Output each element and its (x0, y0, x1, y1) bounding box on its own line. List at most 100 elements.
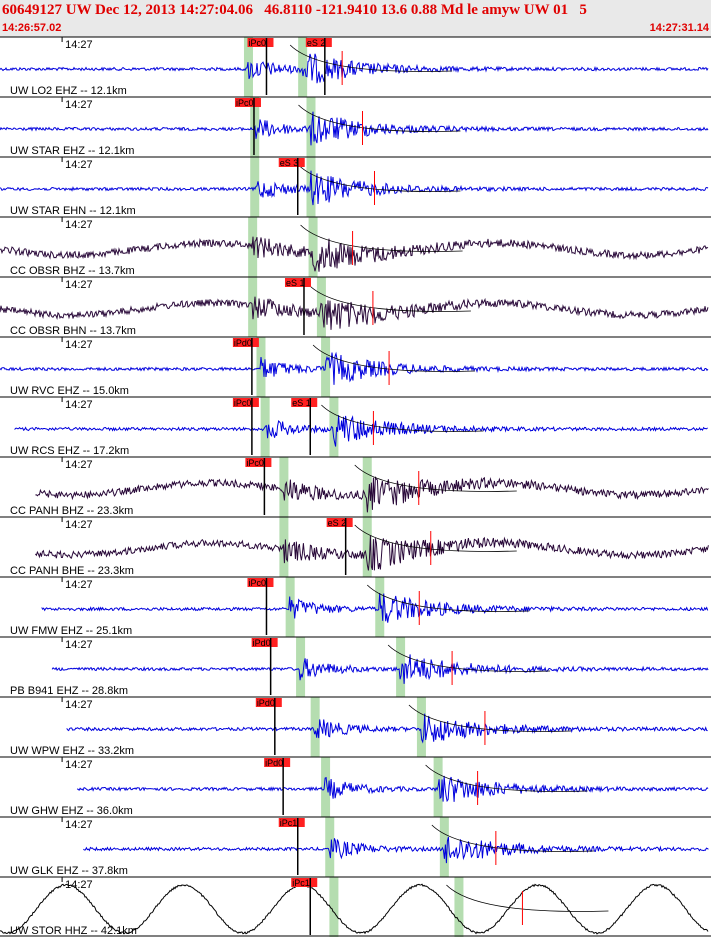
p-phase-band (250, 157, 260, 217)
station-label: CC PANH BHZ -- 23.3km (10, 505, 133, 517)
s-phase-band (416, 697, 426, 757)
waveform-trace (0, 236, 709, 272)
pick-box (234, 98, 261, 107)
p-phase-band (310, 697, 320, 757)
station-label: CC OBSR BHZ -- 13.7km (10, 265, 135, 277)
s-phase-band (454, 877, 464, 937)
waveform-trace (0, 296, 709, 330)
time-tick-label: 14:27 (65, 759, 93, 771)
pick-label: iPd0 (234, 338, 252, 348)
pick-box (247, 578, 274, 587)
s-phase-band (329, 397, 339, 457)
pick-label: iPc0 (248, 578, 266, 588)
coda-duration-curve (425, 764, 588, 792)
pick-label: eS 3 (280, 158, 299, 168)
waveform-trace (0, 53, 709, 84)
waveform-trace (0, 111, 709, 146)
coda-duration-curve (387, 644, 551, 672)
coda-duration-curve (298, 104, 461, 132)
pick-box (251, 638, 278, 647)
pick-box (291, 878, 318, 887)
coda-duration-curve (321, 404, 484, 432)
pick-box (284, 278, 311, 287)
pick-label: iPc0 (246, 458, 264, 468)
waveform-trace (41, 592, 709, 623)
pick-label: iPd0 (257, 698, 275, 708)
station-label: UW RVC EHZ -- 15.0km (10, 385, 129, 397)
station-label: UW STAR EHN -- 12.1km (10, 205, 136, 217)
p-phase-band (296, 637, 306, 697)
time-tick-label: 14:27 (65, 279, 93, 291)
station-label: CC PANH BHE -- 23.3km (10, 565, 134, 577)
waveform-trace (66, 713, 708, 744)
pick-box (278, 158, 305, 167)
window-start-time: 14:26:57.02 (2, 22, 62, 34)
window-end-time: 14:27:31.14 (649, 22, 709, 34)
p-phase-band (279, 457, 289, 517)
waveform-trace (0, 883, 709, 935)
pick-label: iPc1 (280, 818, 298, 828)
station-label: CC OBSR BHN -- 13.7km (10, 325, 136, 337)
pick-label: iPc0 (236, 98, 254, 108)
station-label: UW STOR HHZ -- 42.1km (10, 925, 137, 937)
station-label: UW FMW EHZ -- 25.1km (10, 625, 132, 637)
s-phase-band (439, 817, 449, 877)
coda-duration-curve (431, 824, 594, 852)
waveform-trace (83, 836, 709, 864)
waveform-trace (14, 415, 708, 447)
station-label: UW WPW EHZ -- 33.2km (10, 745, 134, 757)
s-phase-band (375, 577, 385, 637)
coda-duration-curve (446, 884, 609, 912)
event-title: 60649127 UW Dec 12, 2013 14:27:04.06 46.… (2, 2, 587, 18)
pick-box (232, 338, 259, 347)
p-phase-band (325, 817, 335, 877)
station-label: PB B941 EHZ -- 28.8km (10, 685, 128, 697)
s-phase-band (298, 37, 308, 97)
s-phase-band (308, 217, 318, 277)
pick-label: iPd0 (265, 758, 283, 768)
time-tick-label: 14:27 (65, 99, 93, 111)
s-phase-band (316, 277, 326, 337)
station-label: UW RCS EHZ -- 17.2km (10, 445, 129, 457)
waveform-trace (0, 351, 709, 385)
pick-box (232, 398, 259, 407)
s-phase-band (396, 637, 406, 697)
coda-duration-curve (298, 164, 461, 192)
s-phase-band (362, 457, 372, 517)
s-phase-band (306, 157, 316, 217)
pick-label: eS 2 (328, 518, 347, 528)
station-label: UW GLK EHZ -- 37.8km (10, 865, 128, 877)
pick-label: eS 1 (286, 278, 305, 288)
time-tick-label: 14:27 (65, 39, 93, 51)
coda-duration-curve (312, 344, 476, 372)
pick-box (278, 818, 305, 827)
station-label: UW LO2 EHZ -- 12.1km (10, 85, 127, 97)
pick-box (247, 38, 274, 47)
pick-box (326, 518, 353, 527)
p-phase-band (248, 217, 258, 277)
pick-box (291, 398, 318, 407)
time-tick-label: 14:27 (65, 339, 93, 351)
time-tick-label: 14:27 (65, 399, 93, 411)
pick-label: iPc0 (234, 398, 252, 408)
p-phase-band (329, 877, 339, 937)
time-tick-label: 14:27 (65, 219, 93, 231)
pick-box (245, 458, 272, 467)
coda-duration-curve (300, 224, 463, 252)
waveform-trace (76, 775, 709, 803)
waveform-trace (0, 170, 709, 206)
pick-box (255, 698, 282, 707)
pick-label: iPd0 (253, 638, 271, 648)
time-tick-label: 14:27 (65, 519, 93, 531)
s-phase-band (362, 517, 372, 577)
coda-duration-curve (308, 284, 471, 312)
station-label: UW STAR EHZ -- 12.1km (10, 145, 134, 157)
waveform-trace (51, 654, 709, 684)
coda-duration-curve (289, 44, 453, 72)
p-phase-band (321, 757, 331, 817)
event-header: 60649127 UW Dec 12, 2013 14:27:04.06 46.… (0, 0, 711, 37)
coda-duration-curve (354, 524, 517, 552)
time-tick-label: 14:27 (65, 639, 93, 651)
pick-label: eS 2 (307, 38, 326, 48)
